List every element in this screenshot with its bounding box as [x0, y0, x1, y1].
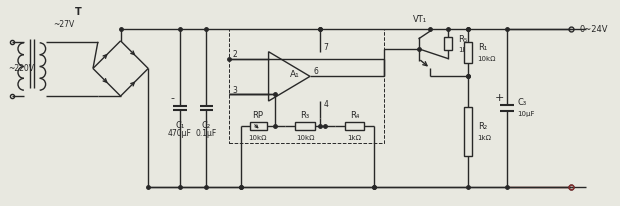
Bar: [250, 122, 267, 130]
Text: 7: 7: [324, 43, 329, 52]
Text: R₃: R₃: [301, 111, 309, 120]
Text: 4: 4: [324, 101, 329, 109]
Text: VT₁: VT₁: [414, 15, 428, 24]
Text: 1kΩ: 1kΩ: [477, 135, 492, 140]
Text: 0~24V: 0~24V: [579, 25, 608, 34]
Text: C₂: C₂: [202, 121, 211, 130]
Bar: [229, 29, 384, 143]
Text: 10kΩ: 10kΩ: [477, 56, 496, 62]
Text: 470μF: 470μF: [168, 129, 192, 138]
Bar: [345, 122, 365, 130]
Text: 6: 6: [314, 67, 319, 76]
Text: R₄: R₄: [350, 111, 359, 120]
Text: 1kΩ: 1kΩ: [347, 135, 361, 140]
Bar: [295, 122, 315, 130]
Text: 10μF: 10μF: [517, 111, 534, 117]
Text: R₂: R₂: [477, 122, 487, 131]
Text: R₁: R₁: [477, 43, 487, 52]
Text: T: T: [75, 7, 82, 17]
Text: -: -: [171, 93, 175, 103]
Text: +: +: [495, 93, 504, 103]
Text: ~27V: ~27V: [53, 20, 74, 29]
Text: C₁: C₁: [175, 121, 184, 130]
Bar: [444, 37, 452, 50]
Text: 3: 3: [232, 86, 237, 95]
Bar: [464, 42, 472, 63]
Text: ~220V: ~220V: [8, 64, 34, 73]
Text: 0.1μF: 0.1μF: [196, 129, 217, 138]
Text: R₅: R₅: [458, 35, 467, 44]
Text: C₃: C₃: [517, 97, 526, 107]
Text: 1kΩ: 1kΩ: [458, 47, 472, 53]
Bar: [464, 107, 472, 157]
Text: 10kΩ: 10kΩ: [249, 135, 267, 140]
Text: 2: 2: [232, 50, 237, 59]
Text: 10kΩ: 10kΩ: [296, 135, 314, 140]
Text: A₁: A₁: [290, 70, 300, 79]
Text: RP: RP: [252, 111, 264, 120]
